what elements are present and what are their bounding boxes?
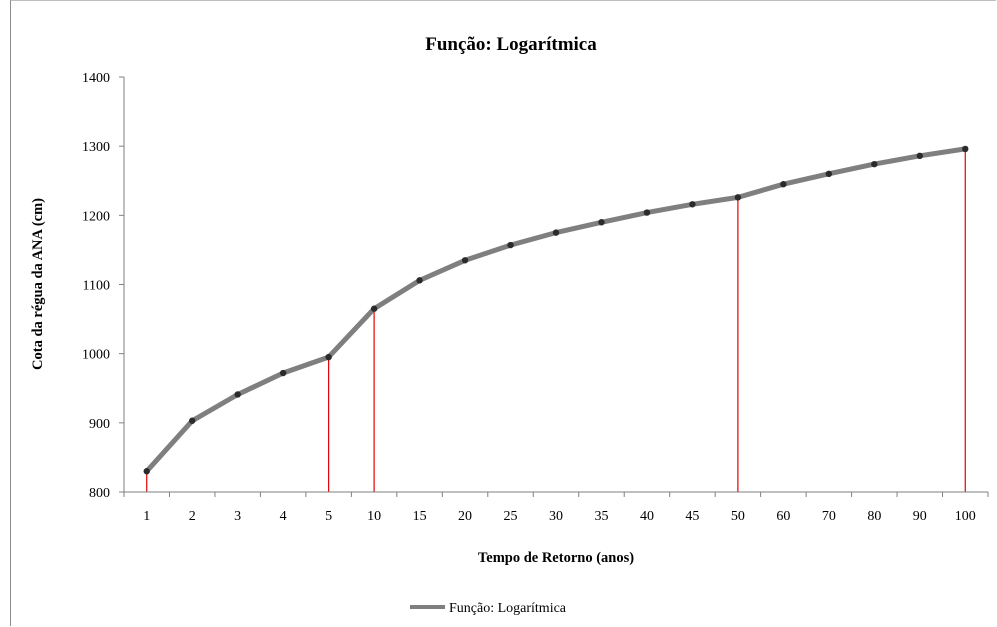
- x-tick-label: 90: [913, 509, 927, 524]
- y-tick-label: 1400: [82, 71, 110, 86]
- x-tick-label: 45: [685, 509, 699, 524]
- chart-title: Função: Logarítmica: [425, 34, 597, 55]
- data-point: [279, 369, 287, 377]
- data-point: [916, 152, 923, 160]
- x-tick-label: 10: [367, 509, 381, 524]
- data-point: [871, 160, 878, 168]
- x-tick-label: 1: [143, 509, 150, 524]
- x-tick-label: 100: [955, 509, 976, 524]
- y-axis-title: Cota da régua da ANA (cm): [30, 198, 46, 370]
- data-point: [598, 219, 605, 226]
- y-tick-label: 1300: [82, 140, 110, 155]
- x-tick-label: 2: [189, 509, 196, 524]
- y-tick-label: 900: [89, 417, 110, 432]
- data-point: [734, 194, 742, 201]
- data-point: [234, 391, 241, 398]
- data-point: [962, 145, 969, 153]
- legend-label: Função: Logarítmica: [449, 601, 567, 616]
- data-point: [461, 257, 469, 264]
- x-tick-label: 15: [413, 509, 427, 524]
- chart-svg: Função: Logarítmica 80090010001100120013…: [30, 34, 989, 616]
- x-tick-label: 25: [504, 509, 518, 524]
- series-line: [144, 146, 968, 474]
- y-tick-label: 1000: [82, 348, 110, 363]
- y-axis-ticks: 800 900 1000 1100 1200 1300 1400: [82, 71, 124, 501]
- data-point: [689, 201, 696, 208]
- highlight-lines: [146, 148, 966, 492]
- x-axis-title: Tempo de Retorno (anos): [478, 550, 634, 566]
- x-tick-label: 50: [731, 509, 745, 524]
- series-markers: [143, 145, 969, 475]
- x-tick-label: 40: [640, 509, 654, 524]
- y-tick-label: 1200: [82, 209, 110, 224]
- data-point: [416, 277, 423, 284]
- x-tick-label: 4: [280, 509, 287, 524]
- data-point: [370, 305, 378, 312]
- x-axis-ticks: 1 2 3 4 5 10 15 20 25 30 35 40 45 50 60 70 80 90 100: [123, 492, 989, 524]
- data-point: [643, 209, 651, 216]
- data-point: [825, 170, 833, 178]
- x-tick-label: 70: [822, 509, 836, 524]
- data-point: [780, 181, 787, 188]
- chart-frame: Função: Logarítmica 800 900 1000 1100 1200 13…: [10, 0, 996, 626]
- x-tick-label: 60: [776, 509, 790, 524]
- data-point: [325, 353, 332, 361]
- x-tick-label: 20: [458, 509, 472, 524]
- x-tick-label: 5: [325, 509, 332, 524]
- data-point: [189, 417, 196, 424]
- data-point: [507, 241, 514, 249]
- data-point: [552, 229, 560, 236]
- x-tick-label: 3: [234, 509, 241, 524]
- data-point: [143, 468, 150, 475]
- x-tick-label: 30: [549, 509, 563, 524]
- x-tick-label: 80: [867, 509, 881, 524]
- x-tick-label: 35: [594, 509, 608, 524]
- y-tick-label: 800: [89, 486, 110, 501]
- y-tick-label: 1100: [83, 279, 110, 294]
